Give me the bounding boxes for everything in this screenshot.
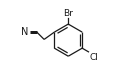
Text: Cl: Cl	[89, 53, 98, 62]
Text: Br: Br	[63, 9, 73, 18]
Text: N: N	[21, 27, 28, 37]
